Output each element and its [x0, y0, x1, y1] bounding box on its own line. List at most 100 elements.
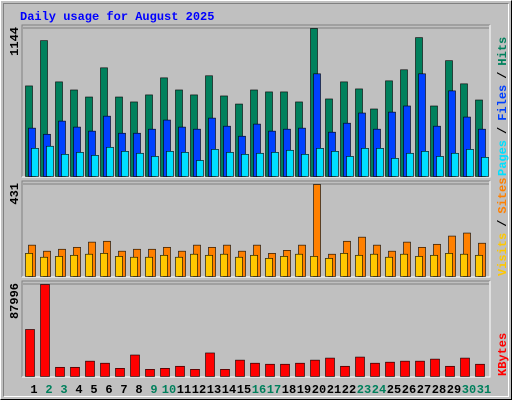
bar: [220, 369, 230, 377]
x-tick-label: 15: [237, 383, 251, 397]
bar: [265, 257, 273, 277]
x-tick-label: 29: [447, 383, 461, 397]
x-tick-label: 10: [162, 383, 176, 397]
bar: [280, 256, 288, 277]
bar: [325, 257, 333, 277]
bar: [370, 253, 378, 277]
bar: [100, 362, 110, 377]
legend: Visits / Sites: [496, 178, 510, 276]
bar: [451, 152, 459, 177]
bar: [220, 253, 228, 277]
bar: [460, 357, 470, 377]
x-tick-label: 23: [357, 383, 371, 397]
bar: [340, 365, 350, 377]
bar: [40, 256, 48, 277]
bar: [376, 148, 384, 177]
y-tick-label: 1144: [8, 27, 22, 56]
bar: [130, 256, 138, 277]
bar: [400, 360, 410, 377]
legend-separator: /: [496, 220, 510, 227]
bar: [100, 253, 108, 277]
legend-entry: Sites: [496, 178, 510, 214]
bar: [481, 157, 489, 177]
bar: [175, 365, 185, 377]
panel-bevel: [22, 25, 491, 178]
x-tick-label: 24: [372, 383, 386, 397]
bar: [436, 156, 444, 177]
bar: [145, 369, 155, 377]
legend-separator: /: [496, 127, 510, 134]
bar: [355, 356, 365, 377]
bar: [445, 253, 453, 277]
bar: [295, 362, 305, 377]
x-tick-label: 26: [402, 383, 416, 397]
bar: [316, 148, 324, 177]
bar: [256, 152, 264, 177]
bar: [25, 329, 35, 377]
x-tick-label: 22: [342, 383, 356, 397]
bar: [160, 254, 168, 277]
bar: [346, 156, 354, 177]
bar: [136, 152, 144, 177]
bar: [310, 256, 318, 277]
panel-bevel: [22, 181, 491, 278]
bar: [145, 256, 153, 277]
bar: [70, 366, 80, 377]
bar: [355, 254, 363, 277]
bar: [466, 149, 474, 177]
bar: [151, 156, 159, 177]
x-tick-label: 5: [90, 383, 97, 397]
bar: [190, 253, 198, 277]
x-tick-label: 11: [177, 383, 191, 397]
bar: [235, 256, 243, 277]
bar: [475, 363, 485, 377]
bar: [391, 158, 399, 177]
panel-bevel: [21, 280, 490, 377]
legend: Pages / Files / Hits: [496, 37, 510, 176]
bar: [280, 363, 290, 377]
bar: [415, 256, 423, 277]
bar: [40, 284, 50, 377]
x-tick-label: 20: [312, 383, 326, 397]
x-tick-label: 14: [222, 383, 236, 397]
x-tick-label: 27: [417, 383, 431, 397]
bar: [211, 149, 219, 177]
bar: [430, 254, 438, 277]
bar: [181, 152, 189, 177]
x-tick-label: 28: [432, 383, 446, 397]
x-tick-label: 2: [45, 383, 52, 397]
bar: [226, 152, 234, 177]
bar: [415, 360, 425, 377]
x-tick-label: 16: [252, 383, 266, 397]
x-tick-label: 17: [267, 383, 281, 397]
bar: [475, 254, 483, 277]
bar: [130, 354, 140, 377]
bar: [385, 256, 393, 277]
bar: [115, 368, 125, 377]
bar: [421, 151, 429, 177]
x-tick-label: 13: [207, 383, 221, 397]
y-tick-label: 87996: [8, 283, 22, 319]
bar: [61, 154, 69, 177]
legend-separator: /: [496, 72, 510, 79]
bar: [76, 152, 84, 177]
bar: [325, 357, 335, 377]
panel: [22, 281, 490, 377]
bar: [91, 155, 99, 177]
legend-entry: Files: [496, 85, 510, 121]
panel-bevel: [21, 24, 490, 177]
x-tick-label: 12: [192, 383, 206, 397]
x-tick-label: 30: [462, 383, 476, 397]
bar: [55, 256, 63, 277]
bar: [241, 154, 249, 177]
bar: [250, 254, 258, 277]
bar: [46, 145, 54, 177]
bar: [250, 362, 260, 377]
bar: [205, 254, 213, 277]
x-tick-label: 8: [135, 383, 142, 397]
bar: [445, 365, 455, 377]
panel-bevel: [21, 180, 490, 277]
bar: [235, 359, 245, 377]
